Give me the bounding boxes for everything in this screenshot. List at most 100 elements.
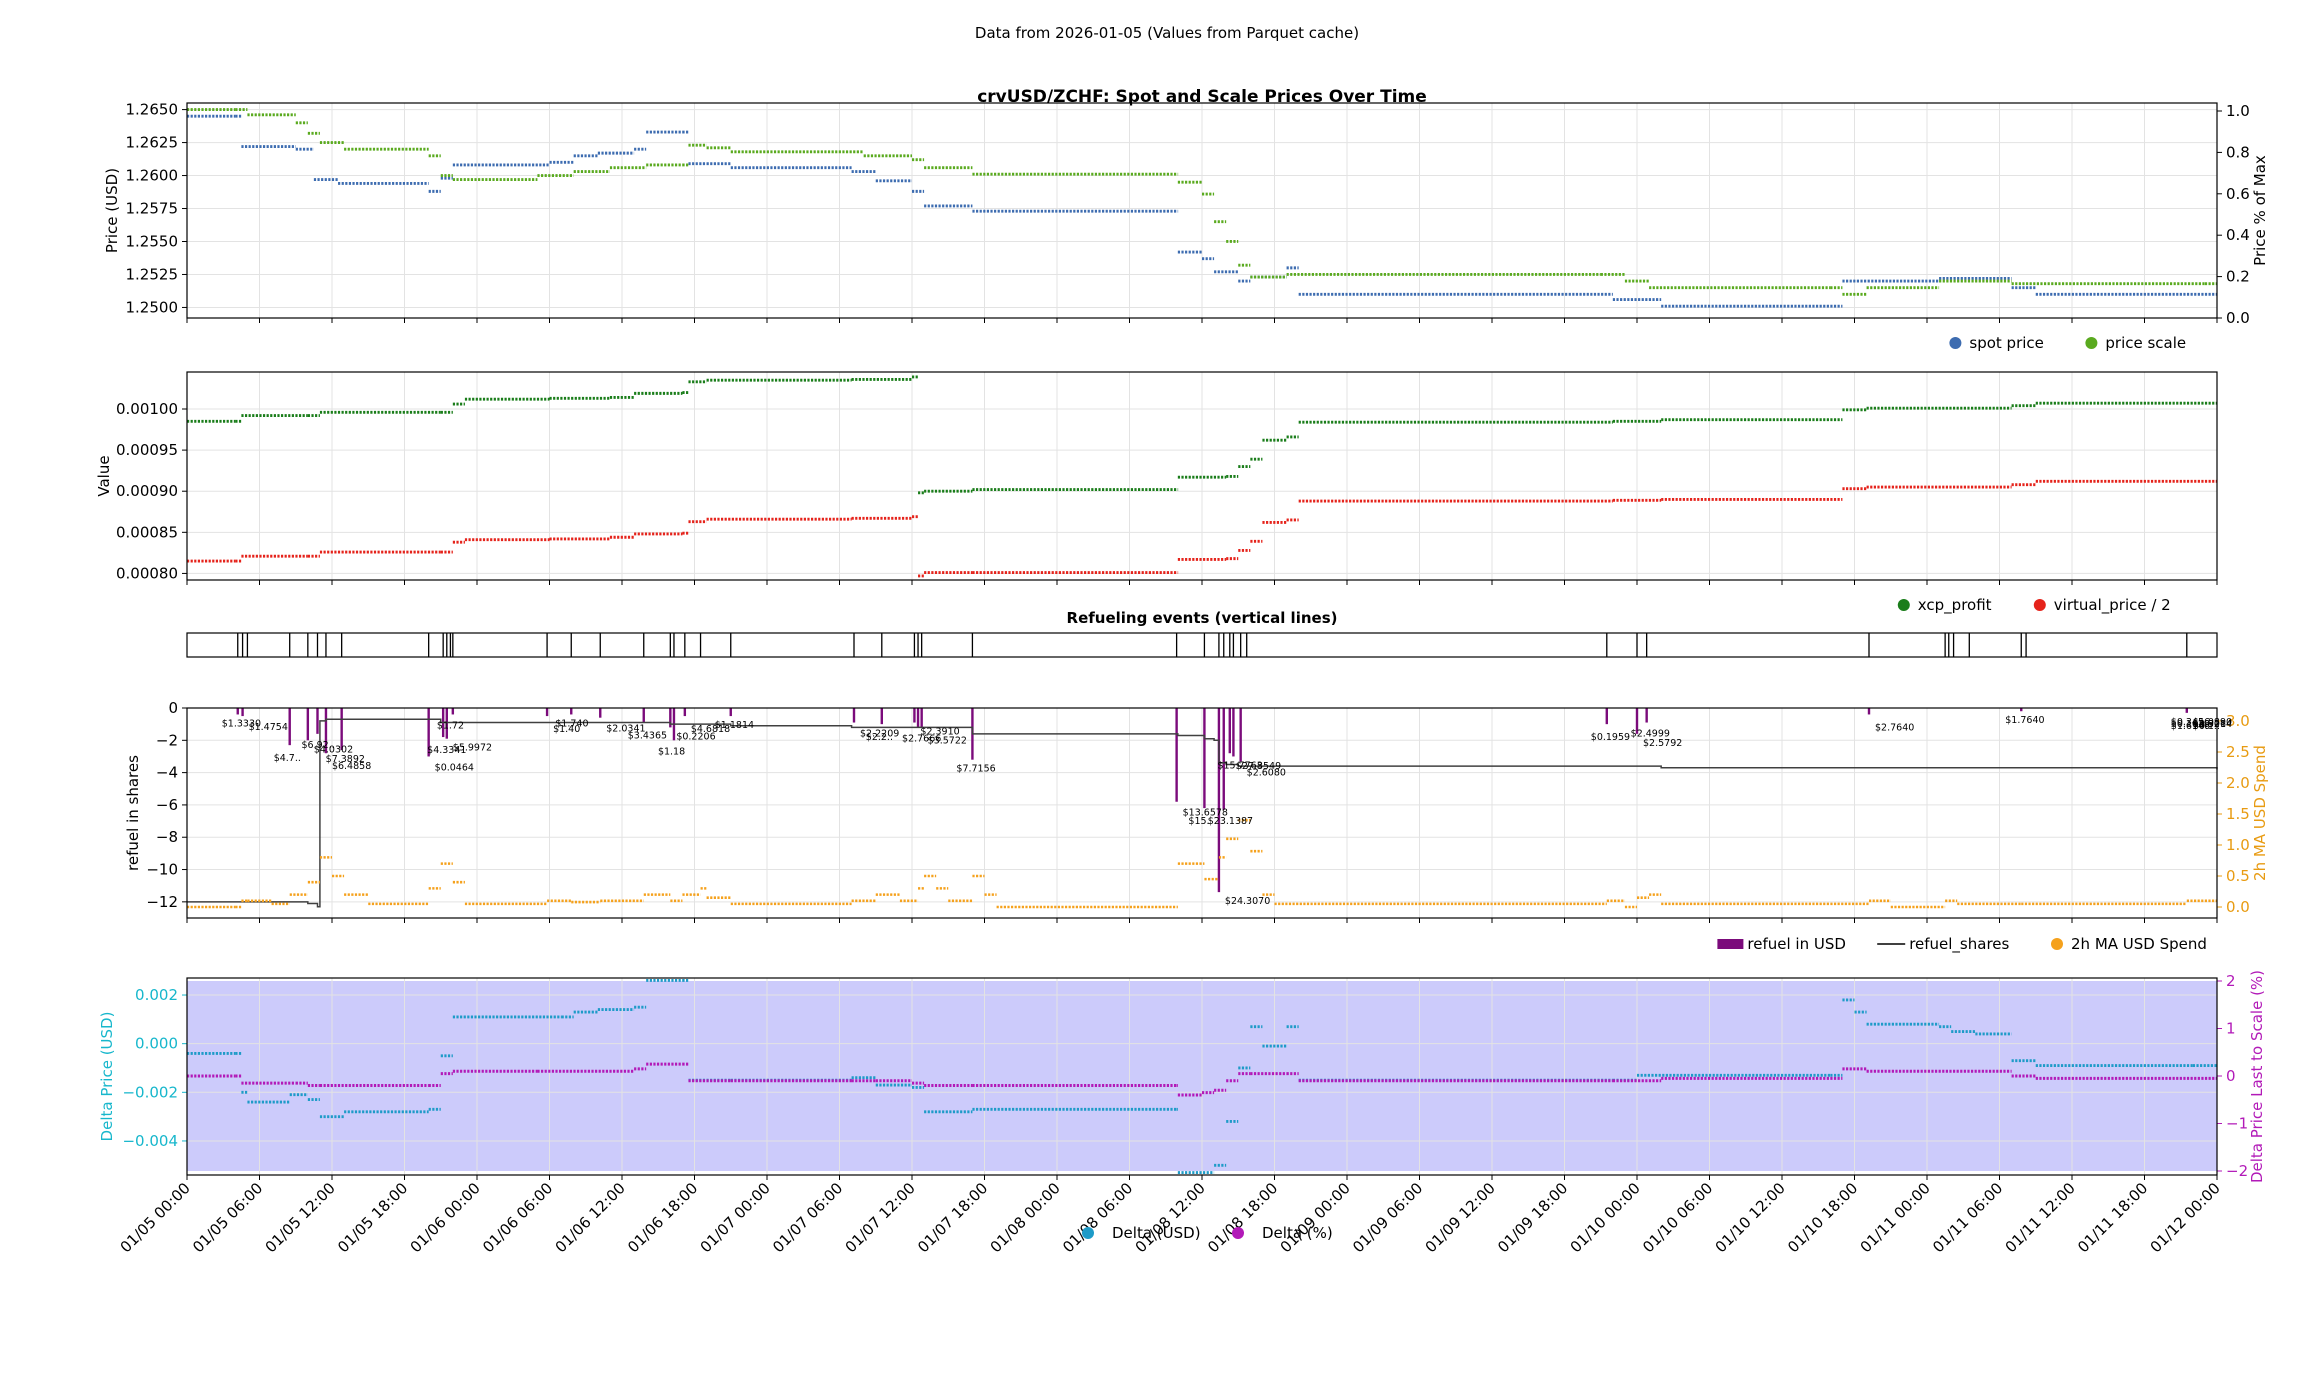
panel5-ytick-right-label: −2 [2226,1162,2248,1180]
refuel-annotation: $2.7666 [902,733,941,744]
panel4-legend-marker [2051,938,2063,950]
panel1-ytick-label: 1.2575 [126,200,179,218]
refuel-annotation: $0.9064 [2193,719,2232,730]
refuel-annotation: $0.3456 [2171,717,2210,728]
refuel-annotation: $24.3070 [1225,896,1270,907]
refuel-annotation: $4.3214 [2193,719,2232,730]
x-tick-label: 01/07 12:00 [842,1179,919,1256]
panel4-ylabel-right: 2h MA USD Spend [2251,745,2269,881]
x-tick-label: 01/10 18:00 [1784,1179,1861,1256]
panel1-ytick-label: 1.2625 [126,134,179,152]
x-tick-label: 01/11 18:00 [2074,1179,2151,1256]
panel4-ytick-label: 0 [168,699,178,717]
panel5-ytick-label: 0.000 [135,1035,178,1053]
panel4-ytick-label: −12 [146,893,178,911]
panel4-ytick-right-label: 0.0 [2226,898,2250,916]
panel4-legend-label: refuel_shares [1909,935,2009,954]
panel2-legend-label: xcp_profit [1918,596,1992,615]
refuel-annotation: $2.2.. [866,732,893,743]
refuel-annotation: $1.1814 [715,720,754,731]
refuel-annotation: $7.3892 [326,754,365,765]
refuel-annotation: $1.7640 [2005,715,2044,726]
refuel-annotation: $1.0890 [2193,717,2232,728]
panel5-ylabel-right: Delta Price Last to Scale (%) [2248,970,2266,1183]
refuel-annotation: $2.2209 [860,729,899,740]
refuel-annotation: $1.40 [553,724,580,735]
x-tick-label: 01/09 12:00 [1422,1179,1499,1256]
panel2-legend-marker [1897,599,1910,611]
panel4-ylabel: refuel in shares [124,755,142,871]
panel5-ylabel: Delta Price (USD) [98,1012,116,1142]
panel4-ytick-right-label: 2.5 [2226,743,2250,761]
panel4-legend-label: refuel in USD [1747,935,1846,953]
refuel-annotation: $6.92.. [302,740,335,751]
x-tick-label: 01/06 00:00 [407,1179,484,1256]
panel1-ytick-right-label: 0.6 [2226,185,2250,203]
refuel-annotation: $15. [1188,816,1209,827]
x-tick-label: 01/10 00:00 [1567,1179,1644,1256]
panel4-ytick-right-label: 1.0 [2226,836,2250,854]
panel4-ytick-label: −6 [156,796,178,814]
panel4-ytick-label: −2 [156,731,178,749]
panel2-ylabel: Value [95,455,113,496]
refuel-annotation: $4.3341 [427,745,466,756]
panel5-ytick-right-label: 0 [2226,1067,2236,1085]
x-tick-label: 01/07 00:00 [697,1179,774,1256]
x-tick-label: 01/11 00:00 [1857,1179,1934,1256]
x-tick-label: 01/05 18:00 [334,1179,411,1256]
panel1-frame [186,102,2218,319]
panel1-ytick-label: 1.2650 [126,101,179,119]
panel5-legend-label: Delta (%) [1262,1224,1333,1242]
panel5-ytick-right-label: 2 [2226,972,2236,990]
refuel-annotation: $1.18 [658,746,685,757]
panel1-legend-label: price scale [2105,334,2186,352]
refuel-annotation: $2.7640 [1875,722,1914,733]
x-tick-label: 01/09 00:00 [1277,1179,1354,1256]
refuel-annotation: $23.1387 [1208,816,1253,827]
panel2-frame [186,371,2218,581]
panel3-title: Refueling events (vertical lines) [1067,609,1338,627]
refuel-annotation: $3.4365 [628,731,667,742]
panel1-ytick-label: 1.2500 [126,298,179,316]
panel3-frame [186,632,2218,658]
refuel-annotation: $4.0302 [314,744,353,755]
panel5-ytick-label: −0.002 [122,1083,178,1101]
panel1-title: crvUSD/ZCHF: Spot and Scale Prices Over … [977,87,1427,107]
refuel-annotation: $13.6578 [1183,808,1228,819]
figure-suptitle: Data from 2026-01-05 (Values from Parque… [975,24,1359,42]
panel1-ytick-right-label: 0.0 [2226,309,2250,327]
panel5-ytick-right-label: 1 [2226,1020,2236,1038]
refuel-annotation: $7.7156 [956,764,995,775]
panel1-ytick-right-label: 1.0 [2226,102,2250,120]
panel1-legend-marker [2085,337,2098,349]
panel1-legend-label: spot price [1969,334,2044,352]
x-tick-label: 01/05 00:00 [117,1179,194,1256]
panel2-ytick-label: 0.00100 [116,400,178,418]
panel5-legend-marker [1082,1227,1094,1239]
panel2-legend-label: virtual_price / 2 [2054,596,2171,615]
panel4-ytick-label: −4 [156,764,178,782]
refuel-annotation: $0.1959 [1591,732,1630,743]
x-tick-label: 01/10 06:00 [1639,1179,1716,1256]
refuel-annotation: $0.0464 [435,762,474,773]
x-tick-label: 01/06 12:00 [552,1179,629,1256]
refuel-annotation: $15.7763 [1217,760,1262,771]
refuel-annotation: $2.6080 [1247,767,1286,778]
x-tick-label: 01/05 12:00 [262,1179,339,1256]
x-tick-label: 01/07 18:00 [914,1179,991,1256]
panel5-legend-label: Delta (USD) [1112,1224,1201,1242]
refuel-annotation: $0.1.. [2193,721,2220,732]
panel1-ytick-right-label: 0.8 [2226,143,2250,161]
panel4-frame [186,707,2218,919]
refuel-annotation: $1.740 [555,718,588,729]
panel4-ytick-label: −8 [156,828,178,846]
refuel-annotation: $27.8549 [1236,761,1281,772]
panel4-ytick-right-label: 2.0 [2226,774,2250,792]
refuel-annotation: $2.4999 [1631,729,1670,740]
panel2-ytick-label: 0.00085 [116,523,178,541]
x-tick-label: 01/07 06:00 [769,1179,846,1256]
panel5-ytick-label: −0.004 [122,1132,178,1150]
panel2-ytick-label: 0.00080 [116,564,178,582]
refuel-annotation: $4.7.. [274,753,301,764]
refuel-annotation: $4.6818 [691,724,730,735]
